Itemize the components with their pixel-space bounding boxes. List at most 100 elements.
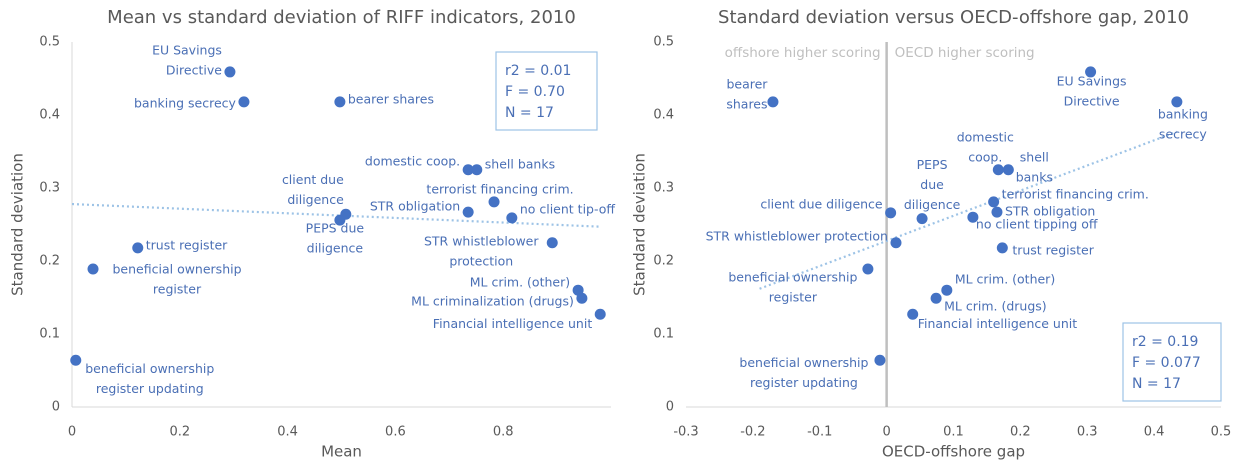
point-label: bearer shares [348,91,434,106]
point-label: register updating [750,375,858,390]
point-label: register [769,290,818,305]
point-label: banking secrecy [134,95,237,110]
y-tick-label: 0.2 [39,254,60,269]
stats-text: N = 17 [505,105,554,121]
point-label: ML criminalization (drugs) [411,294,574,309]
point-label: secrecy [1159,126,1208,141]
y-tick-label: 0.5 [653,35,674,50]
y-axis-label: Standard deviation [631,153,649,296]
data-point [488,196,500,208]
point-label: no client tipping off [976,217,1098,232]
point-label: register [153,282,202,297]
point-label: Directive [166,62,222,77]
point-label: trust register [1012,242,1094,257]
x-tick-label: -0.1 [807,425,832,440]
y-tick-label: 0.1 [653,327,674,342]
stats-text: F = 0.70 [505,84,565,100]
data-point [546,237,558,249]
point-label: ML crim. (other) [955,272,1055,287]
region-label: offshore higher scoring [725,45,881,61]
stats-text: r2 = 0.01 [505,63,571,79]
data-point [907,308,919,320]
x-tick-label: 0.1 [943,425,964,440]
point-label: STR obligation [370,199,460,214]
point-label: ML crim. (other) [470,275,570,290]
x-tick-label: 0.8 [493,425,514,440]
x-tick-label: 0.4 [1144,425,1165,440]
point-label: STR obligation [1005,204,1095,219]
point-label: STR whistleblower protection [706,228,888,243]
point-label: ML crim. (drugs) [944,299,1047,314]
x-tick-label: 0.2 [1010,425,1031,440]
data-point [916,213,928,225]
point-label: bearer [726,76,768,91]
data-point [224,66,236,78]
data-point [862,263,874,275]
data-point [132,242,144,254]
point-label: beneficial ownership [113,262,242,277]
data-point [238,96,250,108]
point-label: STR whistleblower [424,233,539,248]
point-label: beneficial ownership [728,270,857,285]
chart-title: Mean vs standard deviation of RIFF indic… [107,7,576,28]
data-point [87,263,99,275]
point-label: client due diligence [760,196,883,211]
stats-box [1122,322,1222,402]
point-label: domestic coop. [365,153,460,168]
y-tick-label: 0.5 [39,35,60,50]
x-tick-label: 0 [68,425,76,440]
point-label: terrorist financing crim. [426,181,573,196]
data-point [70,354,82,366]
data-point [462,206,474,218]
point-label: domestic [957,129,1014,144]
trendline [759,130,1178,290]
data-point [988,196,1000,208]
region-label: OECD higher scoring [895,45,1035,61]
point-label: banks [1016,169,1053,184]
stats-box [495,51,598,131]
point-label: PEPS [917,157,948,172]
data-point [890,237,902,249]
x-tick-label: 0.2 [169,425,190,440]
point-label: shell banks [485,156,555,171]
y-axis-label: Standard deviation [9,153,27,296]
point-label: PEPS due [306,221,365,236]
data-point [506,212,518,224]
point-label: Financial intelligence unit [433,316,593,331]
data-point [767,96,779,108]
x-tick-label: 0.4 [277,425,298,440]
point-label: banking [1158,106,1208,121]
y-tick-label: 0 [52,400,60,415]
y-tick-label: 0.3 [653,181,674,196]
point-label: Financial intelligence unit [918,316,1078,331]
x-tick-label: -0.2 [740,425,765,440]
data-point [576,292,588,304]
x-tick-label: 0 [882,425,890,440]
data-point [992,164,1004,176]
point-label: register updating [96,381,204,396]
point-label: beneficial ownership [739,355,868,370]
y-tick-label: 0.4 [39,108,60,123]
x-tick-label: 0.5 [1211,425,1232,440]
x-axis-label: OECD-offshore gap [882,443,1025,461]
x-tick-label: 0.3 [1077,425,1098,440]
data-point [471,164,483,176]
point-label: client due [282,172,344,187]
data-point [996,242,1008,254]
point-label: protection [449,253,513,268]
point-label: shares [726,96,767,111]
point-label: EU Savings [152,42,222,57]
stats-text: r2 = 0.19 [1132,334,1198,350]
data-point [1085,66,1097,78]
stats-text: N = 17 [1132,376,1181,392]
x-tick-label: 0.6 [385,425,406,440]
point-label: diligence [307,241,364,256]
y-tick-label: 0.4 [653,108,674,123]
y-tick-label: 0.3 [39,181,60,196]
stats-text: F = 0.077 [1132,355,1201,371]
data-point [991,206,1003,218]
chart-title: Standard deviation versus OECD-offshore … [718,7,1189,28]
point-label: Directive [1064,93,1120,108]
point-label: diligence [904,197,961,212]
